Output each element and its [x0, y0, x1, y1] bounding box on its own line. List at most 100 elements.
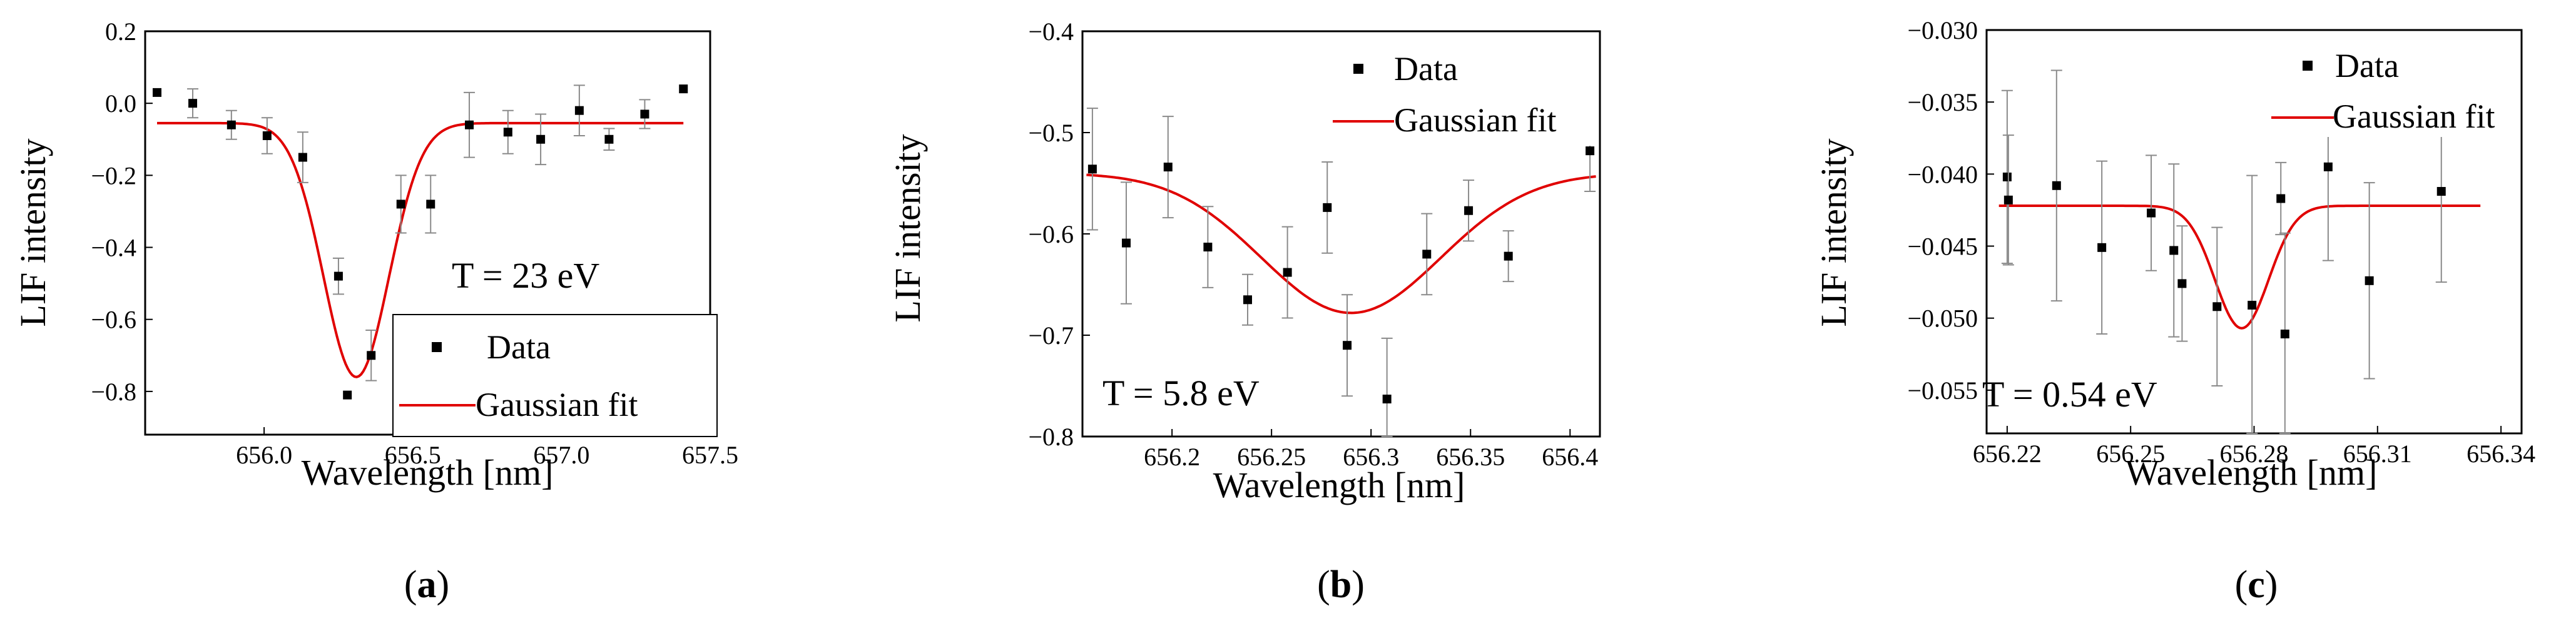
data-point-a-16: [679, 84, 688, 94]
data-points-b: [1086, 108, 1596, 437]
x-axis-title-b: Wavelength [nm]: [1213, 465, 1465, 505]
temperature-annotation-a: T = 23 eV: [452, 255, 599, 296]
data-point-c-1: [2003, 195, 2013, 204]
data-point-c-9: [2276, 194, 2286, 203]
x-tick-label-b-2: 656.3: [1343, 443, 1399, 471]
fit-line-b: [1086, 173, 1596, 315]
legend-data-marker-c: [2303, 61, 2313, 71]
legend-data-label-c: Data: [2335, 47, 2399, 84]
data-point-a-14: [604, 134, 614, 144]
legend-data-label-b: Data: [1394, 50, 1458, 88]
y-tick-label-c-4: −0.050: [1907, 305, 1978, 333]
x-axis-title-a: Wavelength [nm]: [302, 452, 554, 493]
data-point-b-12: [1586, 146, 1595, 156]
data-point-a-6: [343, 390, 352, 400]
x-tick-label-c-2: 656.28: [2220, 440, 2289, 468]
data-point-a-5: [333, 271, 343, 281]
data-point-a-9: [426, 199, 435, 209]
y-tick-label-c-5: −0.055: [1907, 376, 1978, 405]
legend-a: Data Gaussian fit: [392, 314, 718, 437]
x-tick-label-b-0: 656.2: [1144, 443, 1200, 471]
axes-ticks-c: 656.22 656.25 656.28 656.31 656.34 −0.030 −0.0…: [1907, 16, 2535, 468]
y-tick-label-a-1: 0.0: [105, 89, 136, 118]
data-points-c: [2001, 69, 2447, 434]
data-point-a-11: [503, 128, 512, 137]
data-point-c-6: [2177, 279, 2187, 288]
x-tick-label-a-1: 656.5: [385, 441, 441, 469]
y-tick-label-a-5: −0.8: [91, 378, 136, 406]
data-point-b-5: [1283, 268, 1292, 277]
gaussian-fit-curve-a: [157, 121, 684, 378]
data-point-c-4: [2147, 208, 2156, 218]
data-point-c-5: [2169, 246, 2179, 255]
y-tick-label-b-2: −0.6: [1028, 220, 1074, 248]
legend-data-marker-b: [1353, 64, 1363, 74]
x-tick-label-a-0: 656.0: [236, 441, 292, 469]
x-tick-label-c-3: 656.31: [2343, 440, 2412, 468]
data-point-b-1: [1121, 238, 1131, 248]
data-point-b-11: [1504, 251, 1513, 261]
fit-line-a: [157, 121, 684, 378]
fit-line-c: [1998, 204, 2481, 330]
data-point-a-13: [574, 106, 584, 115]
axes-ticks-b: 656.2 656.25 656.3 656.35 656.4 −0.4 −0.5 −0.6 −…: [1028, 18, 1598, 471]
caption-c: (c): [2235, 563, 2278, 606]
y-tick-label-b-4: −0.8: [1028, 423, 1074, 451]
data-point-a-3: [262, 131, 272, 141]
legend-box-a: [392, 314, 718, 437]
axes-ticks-a: 656.0 656.5 657.0 657.5 0.2 0.0 −0.2 −0.4 −0.6 −0…: [91, 18, 738, 469]
y-tick-label-a-2: −0.2: [91, 161, 136, 189]
data-point-a-2: [227, 120, 236, 129]
x-tick-label-b-3: 656.35: [1436, 443, 1505, 471]
legend-fit-label-c: Gaussian fit: [2333, 98, 2495, 135]
chart-panel-b: 656.2 656.25 656.3 656.35 656.4 −0.4 −0.5 −0.6 −…: [887, 18, 1601, 505]
y-axis-title-a: LIF intensity: [13, 138, 53, 326]
legend-box-c: [2265, 34, 2519, 137]
data-point-c-10: [2280, 330, 2289, 339]
data-point-b-7: [1343, 341, 1352, 350]
legend-data-label-a: Data: [487, 328, 551, 366]
y-tick-label-a-3: −0.4: [91, 234, 136, 262]
caption-c-letter: c: [2248, 563, 2265, 606]
data-point-a-4: [298, 153, 307, 162]
temperature-annotation-c: T = 0.54 eV: [1982, 374, 2157, 415]
legend-c: Data Gaussian fit: [2265, 34, 2519, 137]
data-point-a-7: [367, 351, 376, 360]
x-axis-title-c: Wavelength [nm]: [2125, 452, 2378, 493]
data-point-c-3: [2097, 243, 2107, 252]
caption-b: (b): [1317, 563, 1365, 606]
y-tick-label-b-3: −0.7: [1028, 321, 1074, 350]
legend-box-b: [1326, 36, 1597, 146]
data-point-b-2: [1163, 163, 1173, 172]
data-point-c-0: [2002, 172, 2012, 181]
data-point-a-0: [153, 88, 162, 97]
data-point-c-2: [2052, 181, 2061, 190]
caption-a-letter: a: [417, 563, 437, 606]
data-point-b-10: [1464, 206, 1474, 215]
y-axis-title-c: LIF intensity: [1813, 138, 1854, 326]
chart-panel-c: 656.22 656.25 656.28 656.31 656.34 −0.030 −0.0…: [1813, 16, 2535, 493]
y-tick-label-c-1: −0.035: [1907, 88, 1978, 116]
gaussian-fit-curve-b: [1086, 173, 1596, 315]
data-point-a-8: [396, 199, 405, 209]
x-tick-label-b-4: 656.4: [1542, 443, 1598, 471]
y-tick-label-a-4: −0.6: [91, 306, 136, 334]
y-tick-label-b-1: −0.5: [1028, 119, 1074, 147]
data-point-b-3: [1203, 243, 1213, 252]
data-point-b-8: [1382, 395, 1392, 404]
data-point-b-4: [1243, 295, 1253, 305]
data-point-a-12: [536, 134, 546, 144]
y-tick-label-c-2: −0.040: [1907, 160, 1978, 188]
y-tick-label-c-0: −0.030: [1907, 16, 1978, 44]
y-tick-label-a-0: 0.2: [105, 18, 136, 46]
data-points-a: [153, 84, 688, 400]
y-axis-title-b: LIF intensity: [887, 134, 928, 322]
data-point-b-0: [1087, 164, 1097, 174]
gaussian-fit-curve-c: [1998, 204, 2481, 330]
chart-panel-a: 656.0 656.5 657.0 657.5 0.2 0.0 −0.2 −0.4 −0.6 −0…: [13, 18, 738, 493]
legend-fit-label-b: Gaussian fit: [1394, 101, 1556, 139]
temperature-annotation-b: T = 5.8 eV: [1102, 373, 1260, 413]
data-point-c-13: [2436, 187, 2446, 196]
legend-data-marker-a: [432, 342, 442, 352]
